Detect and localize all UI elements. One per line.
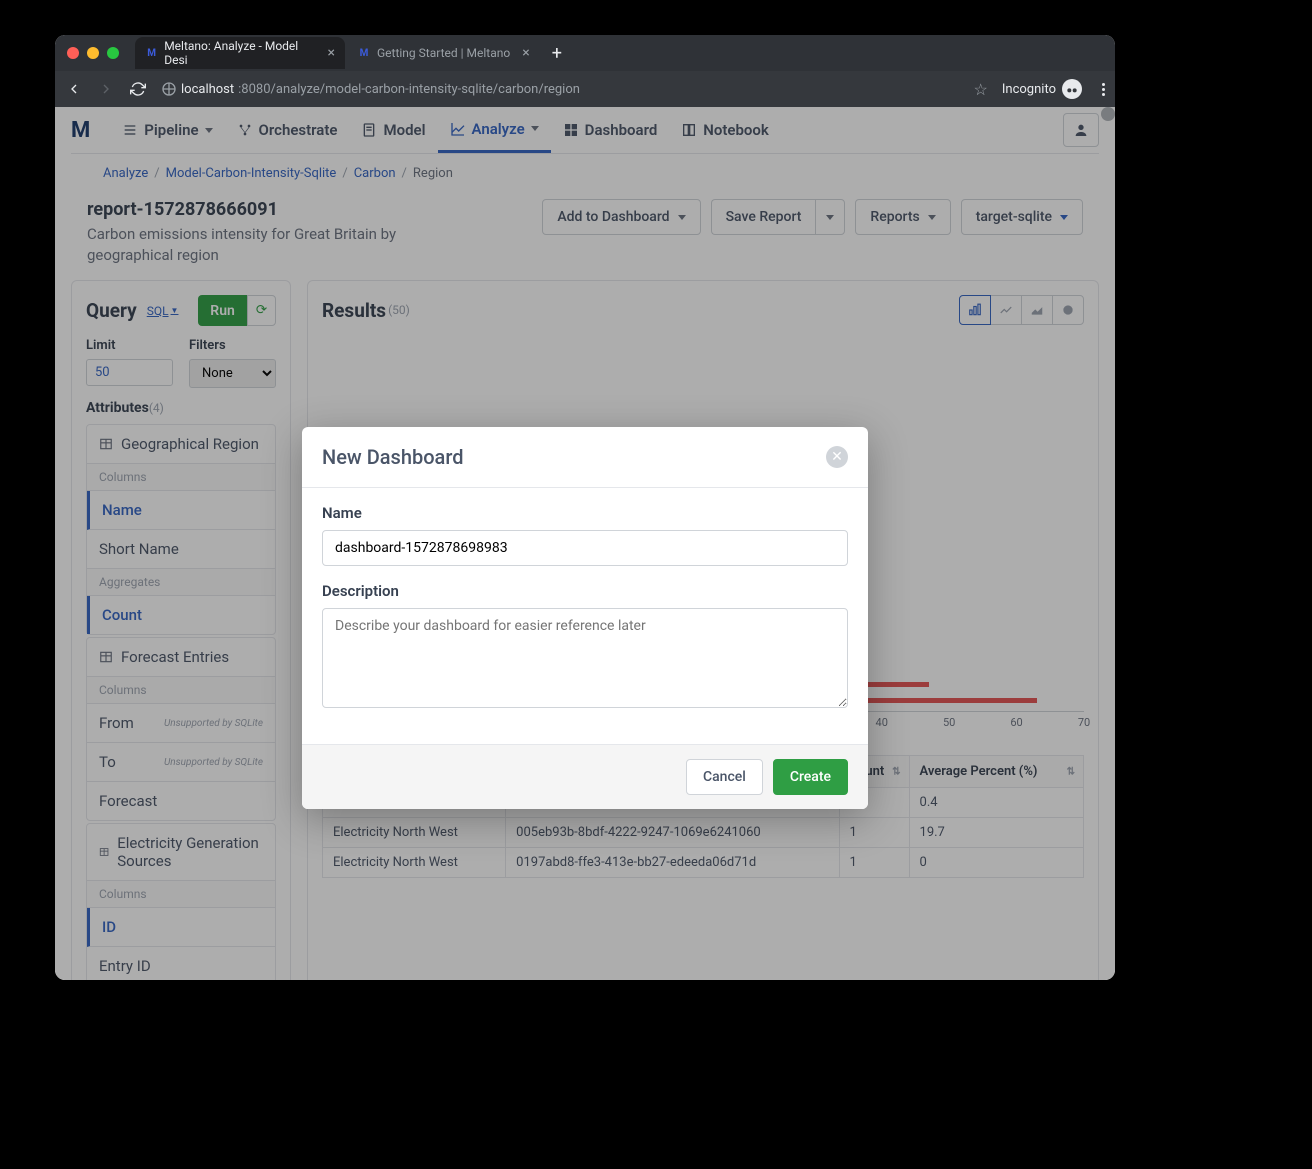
window-controls bbox=[67, 47, 119, 59]
modal-overlay[interactable]: New Dashboard ✕ Name Description Cancel … bbox=[55, 107, 1115, 980]
address-bar[interactable]: localhost :8080/analyze/model-carbon-inte… bbox=[161, 81, 960, 97]
cancel-button[interactable]: Cancel bbox=[686, 759, 763, 795]
browser-tab[interactable]: M Meltano: Analyze - Model Desi × bbox=[135, 37, 345, 69]
new-dashboard-modal: New Dashboard ✕ Name Description Cancel … bbox=[302, 427, 868, 809]
tab-favicon: M bbox=[145, 46, 158, 60]
name-field-label: Name bbox=[322, 504, 848, 522]
create-button[interactable]: Create bbox=[773, 759, 848, 795]
bookmark-star-icon[interactable]: ☆ bbox=[974, 80, 988, 99]
url-host: localhost bbox=[181, 82, 234, 97]
browser-window: M Meltano: Analyze - Model Desi × M Getting … bbox=[55, 35, 1115, 980]
browser-toolbar: localhost :8080/analyze/model-carbon-inte… bbox=[55, 71, 1115, 107]
maximize-window[interactable] bbox=[107, 47, 119, 59]
reload-button[interactable] bbox=[129, 80, 147, 98]
forward-button[interactable] bbox=[97, 80, 115, 98]
browser-tabbar: M Meltano: Analyze - Model Desi × M Getting … bbox=[55, 35, 1115, 71]
dashboard-name-input[interactable] bbox=[322, 530, 848, 566]
incognito-label: Incognito bbox=[1002, 82, 1056, 97]
tab-close-icon[interactable]: × bbox=[522, 45, 529, 61]
incognito-icon bbox=[1062, 79, 1082, 99]
app-content: M PipelineOrchestrateModelAnalyzeDashboa… bbox=[55, 107, 1115, 980]
tab-favicon: M bbox=[357, 46, 371, 60]
tab-title: Meltano: Analyze - Model Desi bbox=[164, 39, 315, 67]
modal-title: New Dashboard bbox=[322, 445, 463, 469]
modal-close-button[interactable]: ✕ bbox=[826, 446, 848, 468]
new-tab-button[interactable]: + bbox=[552, 43, 562, 64]
browser-tab[interactable]: M Getting Started | Meltano × bbox=[347, 37, 540, 69]
url-path: :8080/analyze/model-carbon-intensity-sql… bbox=[238, 82, 580, 97]
tab-close-icon[interactable]: × bbox=[328, 45, 335, 61]
description-field-label: Description bbox=[322, 582, 848, 600]
close-window[interactable] bbox=[67, 47, 79, 59]
dashboard-description-input[interactable] bbox=[322, 608, 848, 708]
back-button[interactable] bbox=[65, 80, 83, 98]
browser-menu-button[interactable] bbox=[1102, 83, 1105, 96]
tab-title: Getting Started | Meltano bbox=[377, 46, 510, 60]
minimize-window[interactable] bbox=[87, 47, 99, 59]
incognito-indicator: Incognito bbox=[1002, 79, 1082, 99]
